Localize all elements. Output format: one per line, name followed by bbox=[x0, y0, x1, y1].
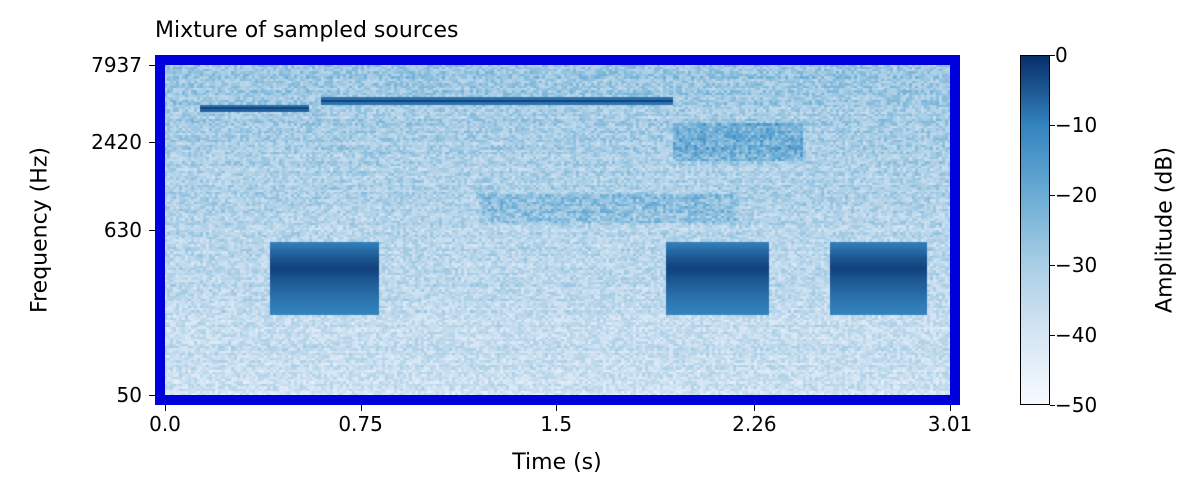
y-tick-label: 630 bbox=[104, 218, 150, 242]
spectrogram-canvas bbox=[165, 65, 950, 395]
x-tick-label: 2.26 bbox=[732, 412, 777, 436]
x-tick-label: 0.75 bbox=[338, 412, 383, 436]
spectrogram-figure: Mixture of sampled sources Frequency (Hz… bbox=[0, 0, 1200, 500]
plot-title: Mixture of sampled sources bbox=[155, 18, 458, 43]
colorbar-tick-label: −30 bbox=[1055, 253, 1097, 277]
plot-area bbox=[155, 55, 960, 405]
y-axis-label: Frequency (Hz) bbox=[28, 147, 53, 313]
x-tick-label: 1.5 bbox=[540, 412, 572, 436]
colorbar-tick-label: −50 bbox=[1055, 393, 1097, 417]
x-axis-label: Time (s) bbox=[512, 450, 601, 475]
colorbar bbox=[1020, 55, 1050, 405]
colorbar-tick-label: −20 bbox=[1055, 183, 1097, 207]
colorbar-tick-label: −10 bbox=[1055, 113, 1097, 137]
colorbar-tick-label: 0 bbox=[1055, 43, 1068, 67]
colorbar-label: Amplitude (dB) bbox=[1153, 147, 1178, 313]
x-tick-label: 0.0 bbox=[149, 412, 181, 436]
colorbar-tick-label: −40 bbox=[1055, 323, 1097, 347]
colorbar-canvas bbox=[1021, 56, 1049, 404]
y-tick-label: 7937 bbox=[91, 53, 150, 77]
x-tick-label: 3.01 bbox=[928, 412, 973, 436]
y-tick-label: 2420 bbox=[91, 130, 150, 154]
y-tick-label: 50 bbox=[117, 383, 150, 407]
